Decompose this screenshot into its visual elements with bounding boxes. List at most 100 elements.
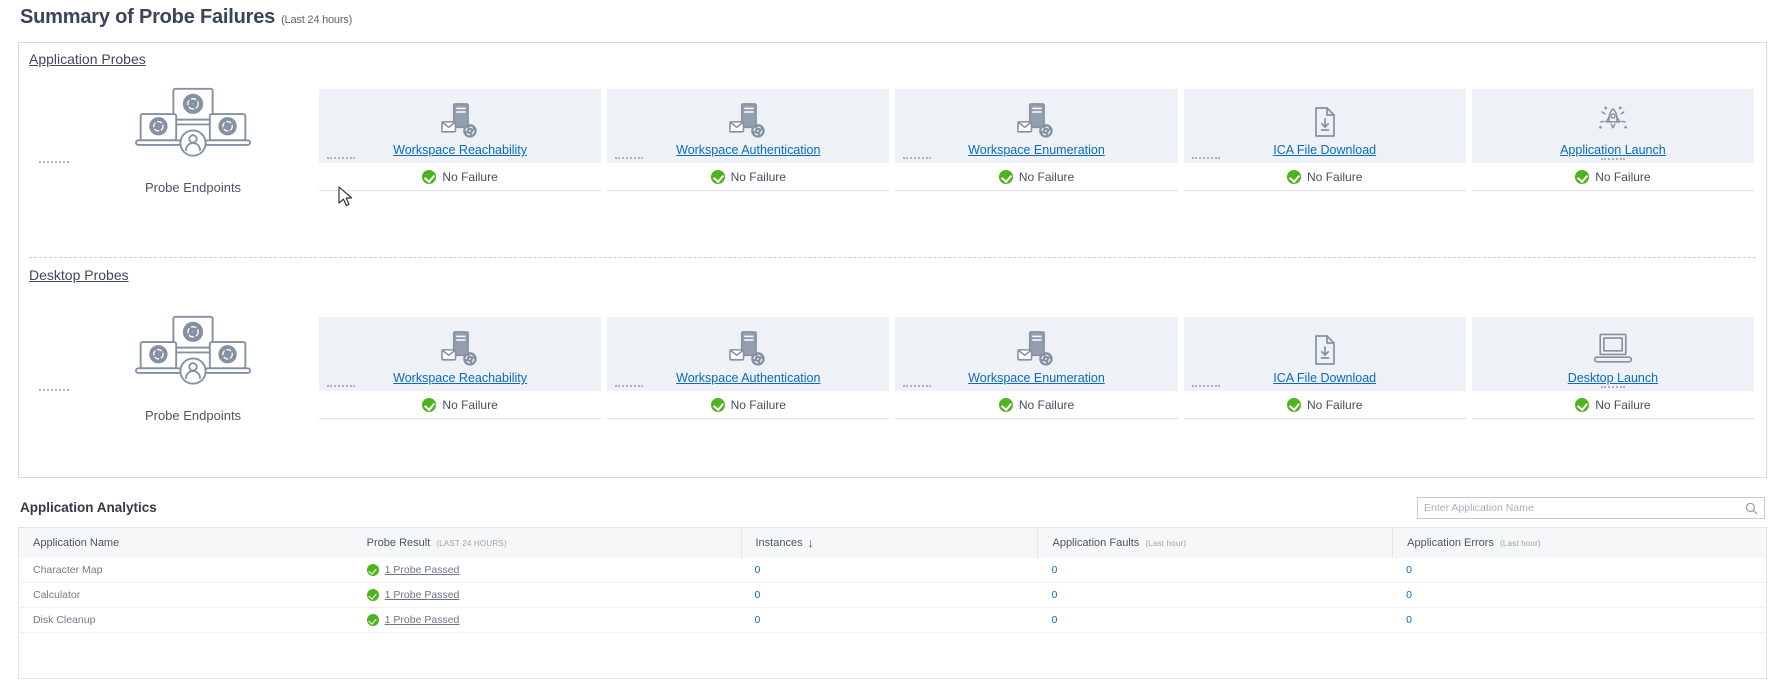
column-header-instances[interactable]: Instances ↓ [740,528,1038,558]
column-sublabel: (LAST 24 HOURS) [436,538,507,548]
stage-workspace-reachability: Workspace Reachability No Failure [319,89,602,191]
ica-file-download-link[interactable]: ICA File Download [1273,143,1377,157]
desktop-probe-stages: Workspace Reachability No Failure Worksp… [319,317,1754,419]
desktop-probes-link[interactable]: Desktop Probes [29,267,129,283]
probe-passed-link[interactable]: 1 Probe Passed [384,614,460,626]
instances-count-link[interactable]: 0 [754,614,761,626]
success-check-icon [710,397,725,412]
probe-endpoints-label: Probe Endpoints [144,180,242,195]
stage-ica-file-download: ICA File Download No Failure [1183,317,1466,419]
faults-count-link[interactable]: 0 [1051,614,1058,626]
probe-result-cell: 1 Probe Passed [353,614,741,626]
workspace-enumeration-link[interactable]: Workspace Enumeration [968,371,1105,385]
probe-result-cell: 1 Probe Passed [353,589,741,601]
success-check-icon [366,614,379,626]
application-launch-link[interactable]: Application Launch [1560,143,1666,157]
stage-card: Workspace Authentication [607,317,890,391]
workspace-enumeration-link[interactable]: Workspace Enumeration [968,143,1105,157]
stage-card: Workspace Reachability [319,89,602,163]
errors-count-link[interactable]: 0 [1406,614,1412,626]
workspace-server-radar-icon [440,331,480,367]
success-check-icon [366,564,379,576]
success-check-icon [710,169,725,184]
status-text: No Failure [1307,169,1363,184]
faults-count-link[interactable]: 0 [1051,564,1058,576]
status-text: No Failure [1018,397,1075,412]
column-label: Application Errors [1407,537,1494,549]
stage-card: Workspace Enumeration [895,89,1178,163]
workspace-server-radar-icon [728,103,768,139]
stage-status: No Failure [607,391,890,419]
success-check-icon [1287,397,1302,412]
sort-descending-icon[interactable]: ↓ [807,536,814,550]
instances-count-link[interactable]: 0 [754,564,761,576]
stage-workspace-authentication: Workspace Authentication No Failure [607,89,890,191]
table-row: Calculator 1 Probe Passed 0 0 0 [19,583,1766,608]
stage-card: ICA File Download [1183,317,1466,391]
workspace-server-radar-icon [728,331,768,367]
application-name-cell: Character Map [33,564,103,576]
stage-workspace-authentication: Workspace Authentication No Failure [607,317,890,419]
application-name-cell: Disk Cleanup [33,614,96,626]
success-check-icon [422,397,437,412]
workspace-authentication-link[interactable]: Workspace Authentication [676,371,821,385]
column-header-probe-result[interactable]: Probe Result (LAST 24 HOURS) [353,528,741,558]
application-analytics-heading: Application Analytics [20,500,157,515]
stage-card: Desktop Launch [1471,317,1754,391]
file-download-icon [1312,333,1338,367]
column-header-application-faults[interactable]: Application Faults (Last hour) [1037,528,1392,558]
status-text: No Failure [1018,169,1075,184]
workspace-reachability-link[interactable]: Workspace Reachability [393,371,528,385]
stage-status: No Failure [607,163,890,191]
page-title-text: Summary of Probe Failures [20,6,276,28]
success-check-icon [422,169,437,184]
errors-count-link[interactable]: 0 [1406,564,1412,576]
probe-endpoints-desktop: Probe Endpoints [107,315,279,423]
success-check-icon [1575,397,1590,412]
workspace-server-radar-icon [1016,331,1056,367]
connector-dots [39,161,69,163]
workspace-reachability-link[interactable]: Workspace Reachability [393,143,528,157]
stage-status: No Failure [895,163,1178,191]
workspace-authentication-link[interactable]: Workspace Authentication [676,143,821,157]
application-search-input[interactable] [1418,502,1744,514]
instances-count-link[interactable]: 0 [754,589,761,601]
success-check-icon [366,589,379,601]
stage-status: No Failure [1471,391,1754,419]
status-text: No Failure [1595,169,1651,184]
application-analytics-table: Application Name Probe Result (LAST 24 H… [18,527,1767,679]
connector-dots [39,389,69,391]
search-icon[interactable] [1744,501,1759,516]
table-row: Character Map 1 Probe Passed 0 0 0 [19,558,1766,583]
column-header-application-name[interactable]: Application Name [19,528,353,558]
probe-passed-link[interactable]: 1 Probe Passed [384,564,460,576]
stage-workspace-enumeration: Workspace Enumeration No Failure [895,89,1178,191]
desktop-launch-icon [1592,331,1634,367]
desktop-launch-link[interactable]: Desktop Launch [1567,371,1659,385]
column-sublabel: (Last hour) [1499,538,1541,548]
status-text: No Failure [1307,397,1363,412]
ica-file-download-link[interactable]: ICA File Download [1273,371,1377,385]
success-check-icon [998,397,1013,412]
workspace-server-radar-icon [1016,103,1056,139]
application-probes-link[interactable]: Application Probes [29,51,146,67]
probe-endpoints-icon [130,87,256,173]
probe-result-cell: 1 Probe Passed [353,564,741,576]
workspace-server-radar-icon [440,103,480,139]
stage-status: No Failure [1183,391,1466,419]
success-check-icon [1287,169,1302,184]
success-check-icon [1575,169,1590,184]
faults-count-link[interactable]: 0 [1051,589,1058,601]
errors-count-link[interactable]: 0 [1406,589,1412,601]
column-header-application-errors[interactable]: Application Errors (Last hour) [1392,528,1766,558]
stage-desktop-launch: Desktop Launch No Failure [1471,317,1754,419]
stage-card: Workspace Enumeration [895,317,1178,391]
probe-endpoints-label: Probe Endpoints [144,408,242,423]
stage-status: No Failure [1471,163,1754,191]
column-label: Instances [755,537,803,549]
stage-card: Workspace Authentication [607,89,890,163]
probe-passed-link[interactable]: 1 Probe Passed [384,589,460,601]
probe-summary-panel: Application Probes Probe Endpoints Works… [18,42,1767,478]
status-text: No Failure [730,397,786,412]
stage-workspace-enumeration: Workspace Enumeration No Failure [895,317,1178,419]
